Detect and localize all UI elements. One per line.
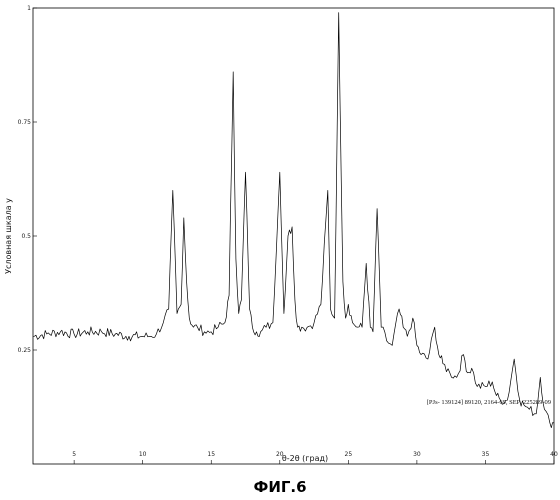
x-tick-label: 40 <box>550 451 558 458</box>
series-line <box>33 13 554 428</box>
y-axis: 0.25 0.5 0.75 1 <box>18 5 37 354</box>
y-tick-label: 0.75 <box>18 119 32 126</box>
x-tick-label: 35 <box>482 451 490 458</box>
x-tick-label: 15 <box>207 451 215 458</box>
x-tick-label: 25 <box>345 451 353 458</box>
x-tick-label: 5 <box>72 451 76 458</box>
y-tick-label: 0.5 <box>21 233 31 240</box>
data-annotation: [PJs- 139124] 89120, 2164-69, SEP. 22528… <box>427 399 551 406</box>
x-axis-label: θ-2θ (град) <box>282 454 328 463</box>
y-tick-label: 0.25 <box>18 347 32 354</box>
plot-frame <box>33 8 554 464</box>
x-tick-label: 10 <box>139 451 147 458</box>
figure-caption: ФИГ.6 <box>253 478 306 496</box>
y-tick-label: 1 <box>27 5 31 12</box>
y-axis-label: Условная шкала у <box>4 198 13 274</box>
x-tick-label: 30 <box>413 451 421 458</box>
